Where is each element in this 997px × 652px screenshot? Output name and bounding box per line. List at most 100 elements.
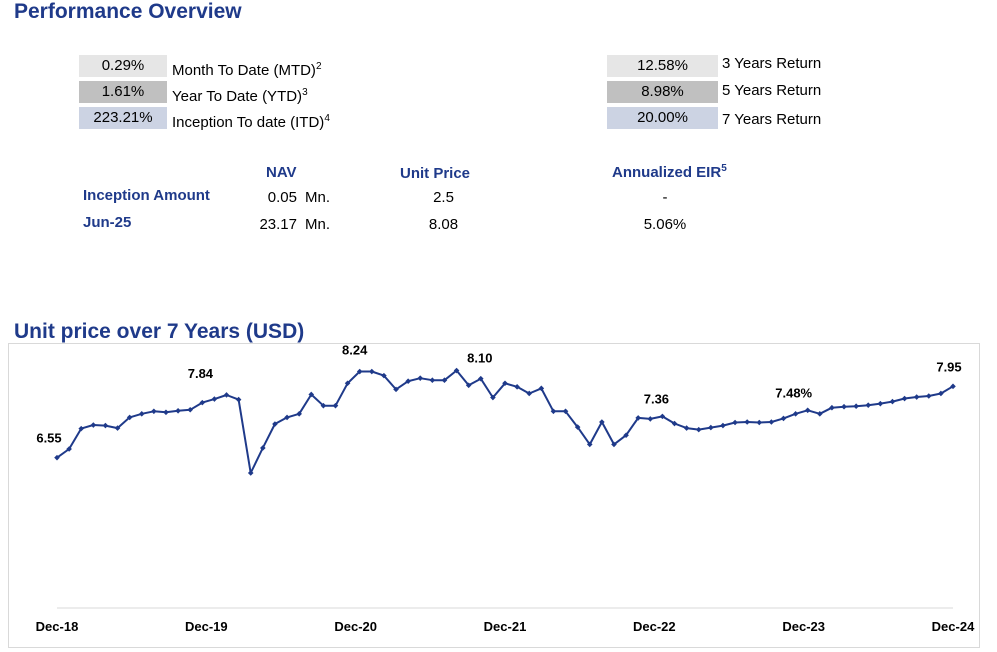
mtd-label: Month To Date (MTD)2 — [172, 61, 322, 79]
data-point — [187, 406, 193, 413]
data-point — [114, 425, 121, 431]
data-point — [804, 407, 811, 414]
data-point — [889, 398, 896, 405]
page-title: Performance Overview — [14, 0, 242, 23]
data-point — [720, 422, 726, 429]
data-point — [344, 380, 351, 387]
data-point — [393, 386, 399, 393]
itd-value: 223.21% — [79, 107, 167, 129]
data-point — [574, 424, 581, 430]
data-point — [175, 407, 181, 414]
data-point — [768, 419, 775, 425]
data-label: 7.48% — [775, 385, 812, 400]
data-point — [744, 419, 750, 425]
data-point — [211, 396, 218, 402]
data-point — [126, 414, 133, 421]
data-point — [732, 419, 738, 426]
itd-label: Inception To date (ITD)4 — [172, 113, 330, 131]
x-tick-label: Dec-18 — [36, 619, 79, 634]
data-point — [671, 420, 678, 427]
data-point — [465, 382, 472, 389]
data-point — [938, 390, 944, 397]
data-point — [913, 394, 920, 400]
data-point — [260, 445, 266, 451]
data-point — [477, 375, 484, 382]
data-point — [429, 377, 436, 384]
chart-title: Unit price over 7 Years (USD) — [14, 320, 305, 343]
data-point — [66, 446, 72, 452]
x-tick-label: Dec-21 — [484, 619, 527, 634]
data-label: 6.55 — [36, 431, 61, 446]
data-point — [599, 419, 605, 425]
data-point — [272, 421, 278, 427]
data-point — [829, 404, 835, 411]
data-point — [138, 411, 145, 417]
three-year-value: 12.58% — [607, 55, 718, 77]
data-point — [90, 422, 97, 428]
data-point — [54, 454, 60, 461]
data-point — [853, 403, 859, 409]
data-point — [151, 408, 157, 415]
data-point — [296, 411, 302, 417]
data-point — [841, 403, 847, 410]
data-point — [356, 368, 363, 375]
inception-nav-unit: Mn. — [305, 189, 331, 206]
inception-nav: 0.05 — [267, 189, 297, 206]
data-point — [320, 402, 327, 409]
jun25-row-label: Jun-25 — [83, 214, 132, 231]
inception-unit-price: 2.5 — [433, 189, 454, 206]
data-point — [163, 409, 169, 416]
ytd-value: 1.61% — [79, 81, 167, 103]
data-point — [901, 395, 908, 402]
data-point — [102, 422, 109, 429]
data-point — [235, 396, 242, 403]
data-point — [247, 470, 254, 476]
data-point — [792, 411, 799, 417]
data-point — [538, 385, 545, 392]
data-point — [284, 414, 290, 421]
data-point — [683, 425, 690, 431]
data-point — [780, 415, 787, 422]
data-point — [308, 391, 315, 398]
five-year-label: 5 Years Return — [722, 82, 822, 99]
data-point — [877, 400, 884, 407]
data-point — [78, 425, 85, 432]
x-tick-label: Dec-23 — [782, 619, 825, 634]
x-tick-label: Dec-20 — [334, 619, 377, 634]
data-point — [514, 384, 520, 390]
data-point — [623, 432, 629, 439]
data-point — [562, 408, 569, 415]
x-tick-label: Dec-19 — [185, 619, 228, 634]
data-point — [441, 377, 448, 384]
data-point — [502, 380, 508, 387]
x-tick-label: Dec-22 — [633, 619, 676, 634]
data-point — [453, 367, 460, 374]
jun25-unit-price: 8.08 — [428, 216, 459, 233]
inception-row-label: Inception Amount — [83, 187, 210, 204]
mtd-value: 0.29% — [79, 55, 167, 77]
data-point — [490, 394, 496, 401]
chart-frame — [8, 343, 980, 648]
unit-price-header: Unit Price — [400, 165, 471, 182]
data-point — [223, 392, 230, 398]
data-point — [550, 408, 557, 415]
data-point — [708, 424, 714, 431]
five-year-value: 8.98% — [607, 81, 718, 103]
inception-eir: - — [662, 189, 668, 206]
data-point — [647, 416, 654, 422]
eir-header: Annualized EIR5 — [612, 163, 727, 181]
data-point — [405, 378, 411, 385]
three-year-label: 3 Years Return — [722, 55, 822, 72]
data-label: 8.10 — [467, 351, 492, 366]
data-point — [925, 393, 932, 399]
seven-year-label: 7 Years Return — [722, 111, 822, 128]
data-point — [659, 413, 666, 420]
data-point — [586, 441, 593, 448]
jun25-eir: 5.06% — [643, 216, 687, 233]
jun25-nav-unit: Mn. — [305, 216, 331, 233]
jun25-nav: 23.17 — [259, 216, 297, 233]
data-point — [417, 375, 424, 381]
data-point — [635, 415, 641, 421]
data-point — [369, 368, 375, 375]
